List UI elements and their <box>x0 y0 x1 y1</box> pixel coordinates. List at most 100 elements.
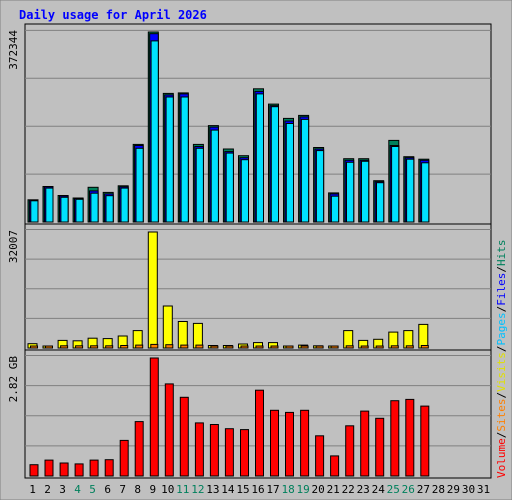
bar-pages-day-16 <box>255 93 264 223</box>
bar-sites-day-20 <box>315 345 324 349</box>
panel-volume-max-label: 2.82 GB <box>7 356 20 403</box>
x-tick-label-5: 5 <box>89 483 96 496</box>
x-tick-label-18: 18 <box>281 483 294 496</box>
bar-volume-day-9 <box>149 357 159 477</box>
bar-sites-day-13 <box>210 345 219 349</box>
x-tick-label-28: 28 <box>432 483 445 496</box>
x-tick-label-30: 30 <box>462 483 475 496</box>
bar-sites-day-5 <box>90 345 99 349</box>
bar-sites-day-25 <box>390 345 399 349</box>
x-tick-label-4: 4 <box>74 483 81 496</box>
bar-pages-day-19 <box>300 118 310 223</box>
bar-volume-day-20 <box>315 435 325 477</box>
x-tick-label-22: 22 <box>342 483 355 496</box>
bar-volume-day-24 <box>375 417 385 477</box>
bar-volume-day-6 <box>104 459 114 477</box>
bar-sites-day-14 <box>225 345 234 349</box>
bar-volume-day-18 <box>285 411 294 477</box>
bar-pages-day-15 <box>240 159 250 223</box>
bar-pages-day-24 <box>376 182 385 223</box>
bar-sites-day-11 <box>180 344 189 349</box>
legend-item-files: Files <box>495 273 508 306</box>
legend-separator: / <box>495 266 508 273</box>
chart-panels: 372344 32007 2.82 GB <box>7 23 492 479</box>
bar-visits-day-9 <box>147 231 158 349</box>
x-tick-label-12: 12 <box>191 483 204 496</box>
bar-volume-day-14 <box>224 428 234 477</box>
bar-pages-day-1 <box>30 200 39 223</box>
bar-volume-day-23 <box>360 410 370 477</box>
bar-volume-day-26 <box>405 398 415 477</box>
x-tick-label-20: 20 <box>311 483 324 496</box>
bar-pages-day-20 <box>315 150 325 223</box>
bar-sites-day-2 <box>45 345 53 349</box>
bar-volume-day-11 <box>179 396 189 477</box>
bar-pages-day-5 <box>90 192 99 223</box>
bar-pages-day-3 <box>60 196 69 223</box>
bar-volume-day-16 <box>255 389 264 477</box>
bar-sites-day-15 <box>240 345 249 349</box>
x-tick-label-2: 2 <box>44 483 51 496</box>
bar-pages-day-4 <box>75 198 84 223</box>
bar-volume-day-22 <box>345 425 355 477</box>
panel-volume: 2.82 GB <box>7 349 492 479</box>
bar-volume-day-12 <box>194 422 204 477</box>
bar-sites-day-6 <box>105 345 114 349</box>
bar-pages-day-10 <box>165 96 174 223</box>
x-tick-label-27: 27 <box>417 483 430 496</box>
bar-sites-day-22 <box>345 345 354 349</box>
bar-volume-day-19 <box>300 409 310 477</box>
x-tick-label-19: 19 <box>296 483 309 496</box>
bar-sites-day-27 <box>420 345 429 349</box>
bar-sites-day-16 <box>255 345 264 349</box>
bar-sites-day-3 <box>60 345 69 349</box>
bar-volume-day-7 <box>119 439 129 477</box>
bar-pages-day-23 <box>361 160 370 223</box>
bar-sites-day-9 <box>150 343 159 349</box>
bar-sites-day-19 <box>300 345 309 349</box>
bar-sites-day-26 <box>405 345 414 349</box>
bar-pages-day-21 <box>330 195 340 223</box>
x-tick-label-8: 8 <box>134 483 141 496</box>
legend-item-pages: Pages <box>495 312 508 345</box>
bar-sites-day-18 <box>285 345 294 349</box>
bar-sites-day-12 <box>195 344 204 349</box>
bar-sites-day-7 <box>120 345 129 349</box>
bar-pages-day-13 <box>210 129 219 223</box>
bar-sites-day-21 <box>330 345 339 349</box>
legend-item-visits: Visits <box>495 352 508 392</box>
x-tick-label-7: 7 <box>119 483 126 496</box>
x-tick-label-21: 21 <box>327 483 340 496</box>
bar-pages-day-12 <box>195 147 204 223</box>
x-tick-label-14: 14 <box>221 483 235 496</box>
bar-sites-day-1 <box>30 345 38 349</box>
legend-item-sites: Sites <box>495 399 508 432</box>
x-tick-label-1: 1 <box>29 483 36 496</box>
bar-volume-day-3 <box>59 462 69 477</box>
x-tick-label-26: 26 <box>402 483 415 496</box>
bar-visits-day-12 <box>192 322 203 349</box>
x-tick-label-11: 11 <box>176 483 189 496</box>
legend-separator: / <box>495 346 508 353</box>
x-tick-label-29: 29 <box>447 483 460 496</box>
x-tick-label-24: 24 <box>372 483 386 496</box>
x-tick-label-23: 23 <box>357 483 370 496</box>
legend-item-hits: Hits <box>495 240 508 267</box>
bar-pages-day-25 <box>391 146 400 223</box>
bar-sites-day-4 <box>75 345 84 349</box>
bar-visits-day-27 <box>418 323 429 349</box>
x-tick-label-17: 17 <box>266 483 279 496</box>
bar-sites-day-10 <box>165 344 174 349</box>
legend-separator: / <box>495 306 508 313</box>
bar-volume-day-8 <box>134 421 144 477</box>
bar-visits-day-11 <box>177 321 188 349</box>
bar-pages-day-18 <box>285 123 294 223</box>
bar-volume-day-15 <box>240 429 249 477</box>
panel-hits-max-label: 372344 <box>7 30 20 70</box>
bar-volume-day-27 <box>420 405 430 477</box>
bar-pages-day-8 <box>135 147 144 223</box>
bar-volume-day-5 <box>89 459 99 477</box>
x-tick-label-25: 25 <box>387 483 400 496</box>
bar-volume-day-25 <box>390 400 400 477</box>
